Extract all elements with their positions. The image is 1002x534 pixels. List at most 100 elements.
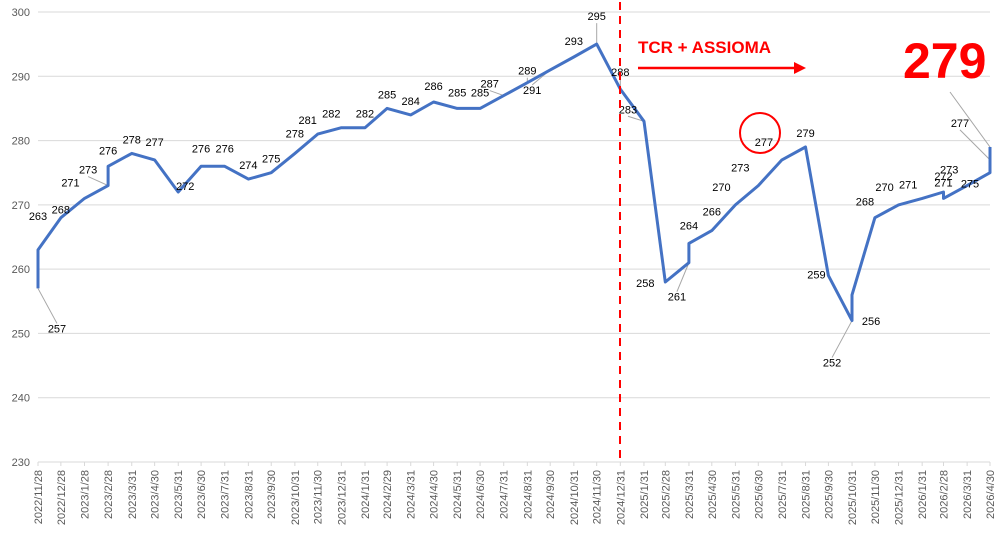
data-label-leader	[37, 288, 58, 324]
x-tick-label: 2023/11/30	[313, 470, 325, 524]
x-tick-label: 2026/3/31	[962, 470, 974, 519]
data-label: 277	[951, 118, 969, 130]
x-tick-label: 2024/11/30	[592, 470, 604, 524]
data-label: 281	[299, 115, 317, 127]
data-label: 285	[471, 87, 489, 99]
data-label: 252	[823, 358, 841, 370]
x-tick-label: 2025/4/30	[707, 470, 719, 519]
x-tick-label: 2022/11/28	[33, 470, 45, 524]
data-label: 282	[322, 109, 340, 121]
x-tick-label: 2024/9/30	[545, 470, 557, 519]
x-tick-label: 2024/8/31	[522, 470, 534, 519]
x-tick-label: 2024/2/29	[382, 470, 394, 519]
x-axis-ticks: 2022/11/28 2022/12/28 2023/1/28 2023/2/28 20…	[33, 462, 997, 525]
x-tick-label: 2023/5/31	[173, 470, 185, 519]
x-tick-label: 2025/9/30	[823, 470, 835, 519]
x-tick-label: 2023/12/31	[336, 470, 348, 525]
data-label: 272	[176, 181, 194, 193]
x-tick-label: 2026/2/28	[939, 470, 951, 519]
data-label: 277	[755, 137, 773, 149]
data-label: 273	[731, 163, 749, 175]
data-label: 275	[262, 154, 280, 166]
x-tick-label: 2026/1/31	[917, 470, 929, 519]
data-label: 273	[79, 165, 97, 177]
data-label-leader	[627, 115, 645, 122]
data-label: 270	[712, 182, 730, 194]
x-tick-label: 2025/11/30	[870, 470, 882, 524]
data-label: 287	[481, 79, 499, 91]
x-tick-label: 2023/6/30	[196, 470, 208, 519]
data-label: 272	[934, 171, 952, 183]
x-tick-label: 2025/5/31	[730, 470, 742, 519]
x-tick-label: 2023/2/28	[103, 470, 115, 519]
x-tick-label: 2024/5/31	[452, 470, 464, 519]
data-label: 289	[518, 66, 536, 78]
x-tick-label: 2023/8/31	[243, 470, 255, 519]
data-label: 266	[703, 207, 721, 219]
x-tick-label: 2023/9/30	[266, 470, 278, 519]
data-label: 261	[668, 292, 686, 304]
data-label: 270	[875, 182, 893, 194]
y-tick-label: 250	[12, 328, 30, 340]
data-label: 276	[192, 143, 210, 155]
y-tick-label: 270	[12, 200, 30, 212]
x-tick-label: 2023/4/30	[150, 470, 162, 519]
data-label: 286	[424, 81, 442, 93]
x-tick-label: 2025/12/31	[894, 470, 906, 525]
x-tick-label: 2024/7/31	[499, 470, 511, 519]
data-label: 268	[52, 205, 70, 217]
big-value-annotation: 279	[903, 33, 986, 89]
y-tick-label: 240	[12, 393, 30, 405]
big-value-leader	[949, 91, 991, 148]
x-tick-label: 2025/7/31	[777, 470, 789, 519]
data-label: 278	[123, 134, 141, 146]
x-tick-label: 2024/6/30	[475, 470, 487, 519]
y-tick-label: 280	[12, 136, 30, 148]
data-label: 256	[862, 316, 880, 328]
data-label: 291	[523, 85, 541, 97]
x-tick-label: 2023/7/31	[220, 470, 232, 519]
event-annotation: TCR + ASSIOMA	[638, 38, 771, 57]
data-label: 285	[448, 87, 466, 99]
y-tick-label: 290	[12, 71, 30, 83]
y-tick-label: 260	[12, 264, 30, 276]
y-tick-label: 230	[12, 457, 30, 469]
y-tick-label: 300	[12, 7, 30, 19]
data-label: 257	[48, 323, 66, 335]
x-tick-label: 2024/1/31	[360, 470, 372, 519]
leader-lines	[37, 23, 991, 358]
data-label: 295	[588, 11, 606, 23]
x-tick-label: 2023/1/28	[79, 470, 91, 519]
data-label: 273	[940, 165, 958, 177]
x-tick-label: 2022/12/28	[56, 470, 68, 525]
x-tick-label: 2026/4/30	[985, 470, 997, 519]
x-tick-label: 2025/8/31	[801, 470, 813, 519]
highlight-circle	[739, 112, 781, 154]
data-label: 271	[899, 179, 917, 191]
x-tick-label: 2025/6/30	[753, 470, 765, 519]
x-tick-label: 2025/2/28	[660, 470, 672, 519]
data-label: 264	[680, 220, 698, 232]
x-tick-label: 2024/4/30	[429, 470, 441, 519]
data-label: 293	[565, 36, 583, 48]
data-label: 284	[402, 96, 420, 108]
data-label: 282	[356, 109, 374, 121]
data-label: 263	[29, 211, 47, 223]
x-tick-label: 2025/1/31	[639, 470, 651, 519]
data-label: 259	[807, 270, 825, 282]
data-label: 258	[636, 278, 654, 290]
x-tick-label: 2023/10/31	[290, 470, 302, 525]
x-tick-label: 2024/10/31	[569, 470, 581, 525]
x-tick-label: 2025/3/31	[684, 470, 696, 519]
gridlines	[38, 11, 990, 399]
data-label-leader	[831, 320, 853, 358]
data-label-leader	[489, 90, 504, 97]
event-arrow-head	[794, 62, 806, 74]
data-label: 279	[796, 128, 814, 140]
x-tick-label: 2024/12/31	[615, 470, 627, 525]
data-label: 271	[934, 177, 952, 189]
data-label-leader	[87, 176, 109, 187]
x-tick-label: 2024/3/31	[406, 470, 418, 519]
x-tick-label: 2023/3/31	[127, 470, 139, 519]
